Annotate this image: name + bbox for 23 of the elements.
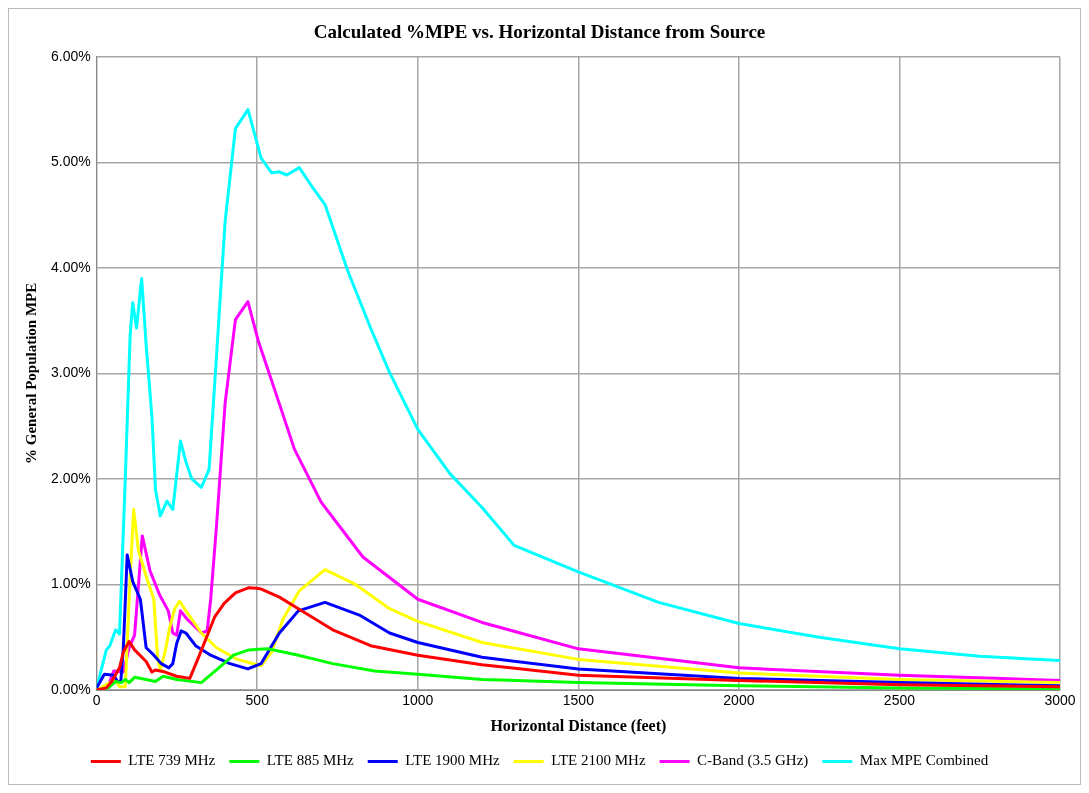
y-tick-label: 2.00%: [50, 469, 91, 486]
legend-label: LTE 739 MHz: [128, 752, 216, 769]
y-axis-title: % General Population MPE: [22, 282, 39, 465]
legend-label: Max MPE Combined: [859, 752, 989, 769]
legend-label: C-Band (3.5 GHz): [697, 752, 809, 770]
x-tick-label: 2000: [723, 692, 755, 709]
x-tick-label: 1000: [402, 692, 434, 709]
legend-label: LTE 885 MHz: [266, 752, 355, 769]
x-tick-label: 2500: [883, 692, 916, 709]
y-tick-label: 6.00%: [50, 47, 91, 64]
x-tick-label: 0: [92, 692, 101, 709]
y-tick-label: 4.00%: [50, 258, 91, 275]
legend-label: LTE 1900 MHz: [405, 752, 500, 769]
y-tick-label: 3.00%: [50, 364, 91, 381]
legend-label: LTE 2100 MHz: [551, 752, 646, 769]
y-tick-label: 0.00%: [50, 680, 91, 697]
chart-title: Calculated %MPE vs. Horizontal Distance from Source: [313, 21, 766, 43]
y-tick-label: 5.00%: [50, 153, 91, 170]
y-tick-label: 1.00%: [50, 575, 91, 592]
x-tick-label: 3000: [1044, 692, 1076, 709]
x-axis-title: Horizontal Distance (feet): [490, 716, 667, 735]
x-tick-label: 1500: [562, 692, 595, 709]
x-tick-label: 500: [245, 692, 270, 709]
